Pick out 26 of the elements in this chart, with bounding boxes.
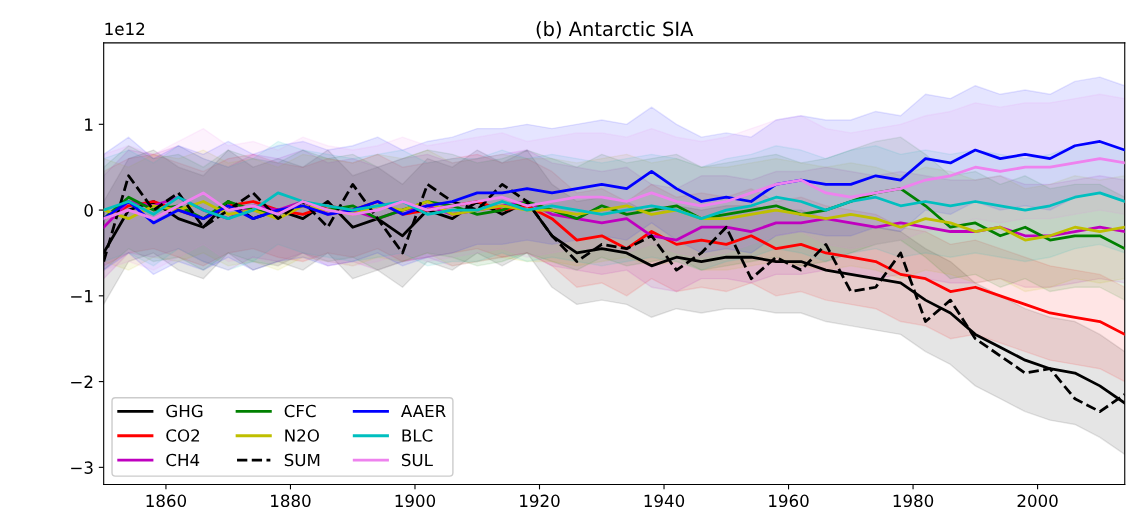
legend-label: N2O bbox=[285, 429, 319, 442]
x-tick-label: 1940 bbox=[644, 494, 685, 508]
legend-label: SUL bbox=[401, 453, 433, 467]
y-tick-label: −2 bbox=[71, 375, 93, 388]
x-tick-label: 1960 bbox=[769, 494, 809, 508]
y-tick-label: 1 bbox=[85, 118, 93, 131]
y-tick-label: 0 bbox=[84, 204, 93, 217]
legend-label: AAER bbox=[401, 404, 446, 418]
x-tick-label: 1880 bbox=[271, 494, 311, 508]
legend-label: CH4 bbox=[166, 453, 200, 467]
legend-label: SUM bbox=[284, 453, 320, 467]
x-tick-label: 2000 bbox=[1017, 494, 1058, 508]
legend-label: CFC bbox=[284, 404, 316, 418]
x-tick-label: 1900 bbox=[395, 494, 436, 508]
legend-label: GHG bbox=[166, 404, 203, 418]
y-tick-label: −3 bbox=[71, 461, 93, 474]
x-tick-label: 1920 bbox=[520, 494, 560, 508]
legend-label: CO2 bbox=[166, 429, 200, 442]
y-tick-label: −1 bbox=[71, 290, 93, 303]
legend-label: BLC bbox=[402, 429, 433, 442]
chart-title: (b) Antarctic SIA bbox=[536, 21, 694, 39]
text: 1e12 bbox=[105, 22, 145, 36]
x-tick-label: 1980 bbox=[893, 494, 934, 508]
line-series bbox=[103, 157, 1125, 221]
line-series bbox=[103, 191, 1125, 221]
x-tick-label: 1860 bbox=[146, 494, 187, 508]
